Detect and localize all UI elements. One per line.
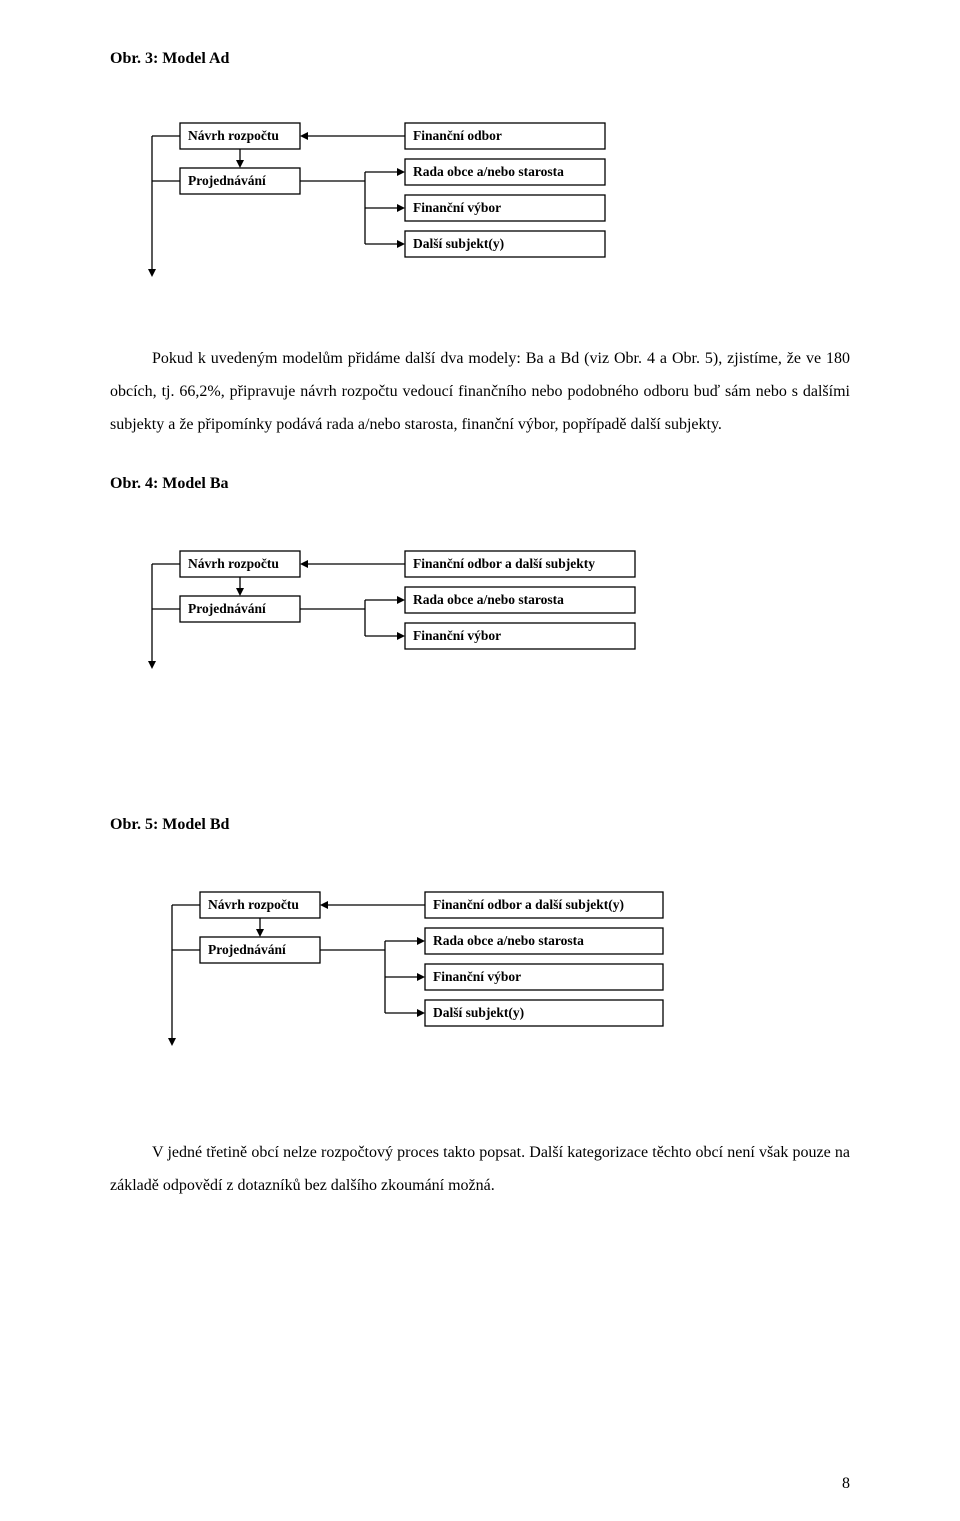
svg-text:Projednávání: Projednávání bbox=[208, 942, 286, 957]
svg-text:Finanční odbor a další subjekt: Finanční odbor a další subjekt(y) bbox=[433, 897, 624, 912]
diagram-fig5: Finanční odbor a další subjekt(y) Rada ob… bbox=[110, 882, 850, 1082]
svg-text:Návrh rozpočtu: Návrh rozpočtu bbox=[208, 897, 299, 912]
paragraph-2-text: V jedné třetině obcí nelze rozpočtový pr… bbox=[110, 1144, 850, 1194]
paragraph-1: Pokud k uvedeným modelům přidáme další d… bbox=[110, 343, 850, 441]
heading-fig4: Obr. 4: Model Ba bbox=[110, 475, 850, 493]
svg-text:Návrh rozpočtu: Návrh rozpočtu bbox=[188, 556, 279, 571]
svg-text:Projednávání: Projednávání bbox=[188, 601, 266, 616]
page-number: 8 bbox=[842, 1475, 850, 1493]
svg-text:Finanční odbor a další subjekt: Finanční odbor a další subjekty bbox=[413, 556, 595, 571]
heading-fig5: Obr. 5: Model Bd bbox=[110, 816, 850, 834]
svg-text:Finanční výbor: Finanční výbor bbox=[413, 628, 501, 643]
svg-text:Rada obce a/nebo starosta: Rada obce a/nebo starosta bbox=[413, 592, 564, 607]
svg-text:Další subjekt(y): Další subjekt(y) bbox=[413, 236, 504, 251]
svg-text:Další subjekt(y): Další subjekt(y) bbox=[433, 1005, 524, 1020]
svg-text:Rada obce a/nebo starosta: Rada obce a/nebo starosta bbox=[413, 164, 564, 179]
svg-text:Rada obce a/nebo starosta: Rada obce a/nebo starosta bbox=[433, 933, 584, 948]
heading-fig3: Obr. 3: Model Ad bbox=[110, 50, 850, 68]
diagram-fig3: Finanční odbor Rada obce a/nebo starosta F… bbox=[110, 113, 850, 313]
diagram-fig4: Finanční odbor a další subjekty Rada obce… bbox=[110, 541, 850, 721]
svg-text:Finanční výbor: Finanční výbor bbox=[433, 969, 521, 984]
svg-text:Projednávání: Projednávání bbox=[188, 173, 266, 188]
paragraph-1-text: Pokud k uvedeným modelům přidáme další d… bbox=[110, 350, 850, 433]
paragraph-2: V jedné třetině obcí nelze rozpočtový pr… bbox=[110, 1137, 850, 1203]
svg-text:Finanční výbor: Finanční výbor bbox=[413, 200, 501, 215]
svg-text:Finanční odbor: Finanční odbor bbox=[413, 128, 502, 143]
svg-text:Návrh rozpočtu: Návrh rozpočtu bbox=[188, 128, 279, 143]
